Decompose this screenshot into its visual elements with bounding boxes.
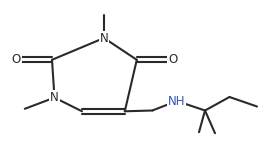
Text: NH: NH (168, 95, 185, 108)
Text: N: N (100, 32, 108, 44)
Text: O: O (168, 53, 178, 66)
Text: N: N (50, 91, 59, 104)
Text: O: O (11, 53, 21, 66)
